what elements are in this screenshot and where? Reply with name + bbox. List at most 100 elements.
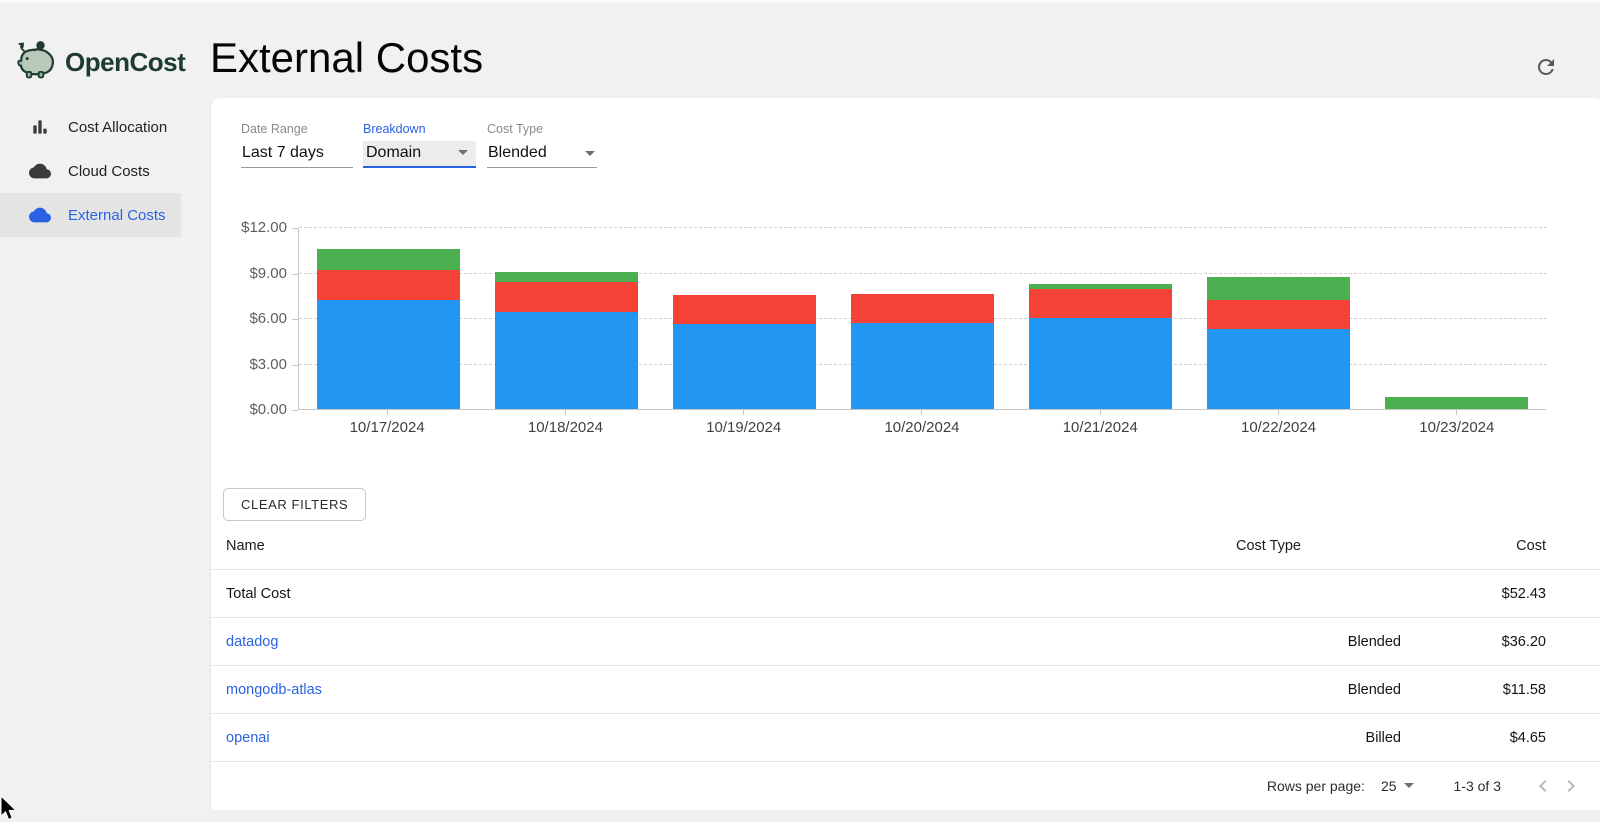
cloud-icon bbox=[29, 204, 51, 226]
sidebar-nav: Cost Allocation Cloud Costs External Cos… bbox=[0, 105, 181, 237]
chart-x-axis-labels: 10/17/2024 10/18/2024 10/19/2024 10/20/2024… bbox=[298, 410, 1546, 436]
next-page-button[interactable] bbox=[1557, 772, 1585, 800]
bar-segment-datadog[interactable] bbox=[672, 324, 816, 409]
chevron-down-icon bbox=[1403, 783, 1414, 788]
date-range-field[interactable]: Date Range Last 7 days bbox=[241, 122, 353, 168]
x-axis-tick-label: 10/18/2024 bbox=[527, 419, 603, 436]
sidebar-item-label: Cost Allocation bbox=[68, 118, 168, 136]
previous-page-button[interactable] bbox=[1529, 772, 1557, 800]
x-axis-tick bbox=[1278, 410, 1280, 415]
row-cost-type: Billed bbox=[1365, 729, 1401, 746]
bar-segment-mongodb-atlas[interactable] bbox=[494, 281, 638, 312]
bar-segment-openai[interactable] bbox=[316, 249, 460, 271]
rows-per-page-label: Rows per page: bbox=[1266, 777, 1365, 794]
x-axis-tick bbox=[386, 410, 388, 415]
x-axis-tick-label: 10/17/2024 bbox=[349, 419, 425, 436]
bar-chart-icon bbox=[29, 116, 51, 138]
bar-segment-openai[interactable] bbox=[494, 272, 638, 282]
opencost-logo[interactable]: OpenCost bbox=[12, 38, 186, 87]
chevron-down-icon bbox=[585, 150, 595, 156]
bar-group bbox=[1368, 227, 1546, 409]
bar-group bbox=[1012, 227, 1190, 409]
top-strip bbox=[0, 0, 1600, 3]
refresh-button[interactable] bbox=[1528, 50, 1564, 86]
bar-segment-datadog[interactable] bbox=[494, 311, 638, 409]
bar-segment-mongodb-atlas[interactable] bbox=[316, 270, 460, 300]
rows-per-page-select[interactable]: 25 bbox=[1381, 778, 1414, 794]
bar-segment-openai[interactable] bbox=[1385, 396, 1529, 409]
breakdown-text: Domain bbox=[366, 143, 422, 161]
bar-segment-mongodb-atlas[interactable] bbox=[1207, 299, 1351, 329]
breakdown-select[interactable]: Breakdown Domain bbox=[363, 122, 476, 168]
row-name-link[interactable]: mongodb-atlas bbox=[226, 681, 322, 698]
breakdown-value[interactable]: Domain bbox=[363, 141, 476, 168]
y-axis-tick bbox=[292, 410, 298, 411]
sidebar-item-label: External Costs bbox=[68, 206, 166, 224]
table-row-datadog: datadog Blended $36.20 bbox=[211, 618, 1600, 666]
sidebar: OpenCost Cost Allocation Cloud Costs bbox=[0, 0, 186, 822]
date-range-label: Date Range bbox=[241, 122, 308, 136]
chart-plot-area bbox=[298, 227, 1547, 410]
bars-container bbox=[299, 227, 1546, 409]
rows-per-page-value: 25 bbox=[1380, 777, 1397, 794]
y-axis-tick bbox=[292, 228, 298, 229]
gridline bbox=[299, 227, 1547, 228]
breakdown-label: Breakdown bbox=[363, 122, 426, 136]
bar-group bbox=[833, 227, 1011, 409]
bar-segment-openai[interactable] bbox=[1207, 277, 1351, 300]
row-name-link[interactable]: openai bbox=[226, 729, 270, 746]
table-row-mongodb-atlas: mongodb-atlas Blended $11.58 bbox=[211, 666, 1600, 714]
x-axis-tick-label: 10/23/2024 bbox=[1419, 419, 1495, 436]
chevron-left-icon bbox=[1539, 779, 1547, 792]
bar-group bbox=[655, 227, 833, 409]
mouse-cursor bbox=[0, 794, 18, 822]
x-axis-tick bbox=[921, 410, 923, 415]
y-axis-tick-label: $12.00 bbox=[241, 219, 287, 236]
row-cost: $36.20 bbox=[1501, 633, 1546, 650]
sidebar-item-cloud-costs[interactable]: Cloud Costs bbox=[0, 149, 181, 193]
table-row-openai: openai Billed $4.65 bbox=[211, 714, 1600, 762]
sidebar-item-cost-allocation[interactable]: Cost Allocation bbox=[0, 105, 181, 149]
page-title: External Costs bbox=[210, 34, 484, 81]
main-panel: Date Range Last 7 days Breakdown Domain … bbox=[210, 98, 1600, 810]
cost-type-label: Cost Type bbox=[487, 122, 544, 136]
bar-segment-mongodb-atlas[interactable] bbox=[1029, 289, 1173, 318]
logo-text: OpenCost bbox=[65, 47, 186, 77]
bar-segment-datadog[interactable] bbox=[1207, 328, 1351, 409]
sidebar-item-label: Cloud Costs bbox=[68, 162, 150, 180]
column-header-name: Name bbox=[226, 537, 265, 554]
cost-type-text: Blended bbox=[488, 144, 547, 161]
row-cost: $52.43 bbox=[1501, 585, 1546, 602]
cost-type-select[interactable]: Cost Type Blended bbox=[487, 122, 597, 168]
chevron-down-icon bbox=[458, 150, 468, 155]
bar-group bbox=[299, 227, 477, 409]
bar-group bbox=[1190, 227, 1368, 409]
bar-group bbox=[477, 227, 655, 409]
cost-type-value[interactable]: Blended bbox=[487, 141, 597, 168]
bar-segment-mongodb-atlas[interactable] bbox=[672, 294, 816, 325]
bar-segment-openai[interactable] bbox=[1029, 284, 1173, 290]
row-cost-type: Blended bbox=[1347, 633, 1401, 650]
y-axis-tick bbox=[292, 273, 298, 275]
table-pagination: Rows per page: 25 1-3 of 3 bbox=[211, 762, 1600, 809]
x-axis-tick-label: 10/21/2024 bbox=[1062, 419, 1138, 436]
pagination-range: 1-3 of 3 bbox=[1453, 777, 1501, 794]
y-axis-tick-label: $0.00 bbox=[249, 401, 287, 418]
x-axis-tick bbox=[564, 410, 566, 415]
gridline bbox=[299, 272, 1547, 274]
y-axis-tick bbox=[292, 364, 298, 366]
sidebar-item-external-costs[interactable]: External Costs bbox=[0, 193, 181, 237]
date-range-text: Last 7 days bbox=[242, 144, 324, 161]
date-range-value[interactable]: Last 7 days bbox=[241, 141, 353, 168]
bar-segment-datadog[interactable] bbox=[316, 299, 460, 409]
clear-filters-button[interactable]: CLEAR FILTERS bbox=[223, 488, 367, 521]
x-axis-tick bbox=[1099, 410, 1101, 415]
row-cost-type: Blended bbox=[1347, 681, 1401, 698]
bar-segment-datadog[interactable] bbox=[1029, 318, 1173, 409]
row-cost: $11.58 bbox=[1502, 681, 1546, 698]
bar-segment-datadog[interactable] bbox=[850, 322, 994, 409]
y-axis-tick bbox=[292, 319, 298, 320]
row-name-link[interactable]: datadog bbox=[226, 633, 279, 650]
bar-segment-mongodb-atlas[interactable] bbox=[850, 293, 994, 323]
costs-table: Name Cost Type Cost Total Cost $52.43 da… bbox=[211, 522, 1600, 762]
